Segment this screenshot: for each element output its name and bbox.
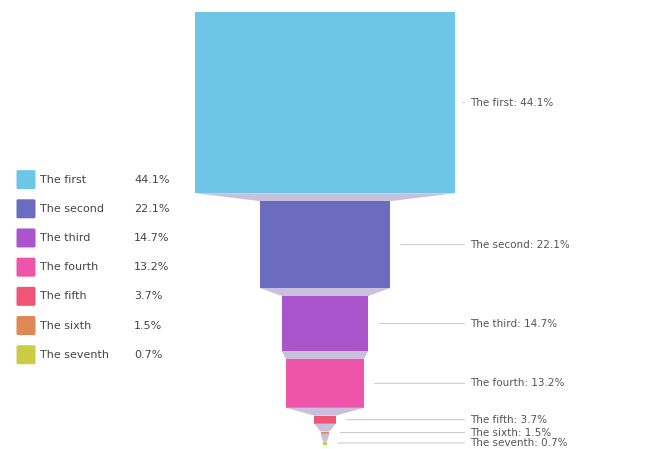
Polygon shape bbox=[321, 431, 329, 434]
Polygon shape bbox=[260, 201, 390, 288]
Polygon shape bbox=[195, 193, 455, 201]
Polygon shape bbox=[314, 423, 336, 431]
Text: 44.1%: 44.1% bbox=[134, 175, 169, 185]
FancyBboxPatch shape bbox=[17, 258, 35, 277]
Polygon shape bbox=[281, 351, 368, 359]
FancyBboxPatch shape bbox=[17, 345, 35, 364]
Text: The third: The third bbox=[40, 233, 90, 243]
Text: The sixth: 1.5%: The sixth: 1.5% bbox=[340, 427, 551, 438]
Text: 13.2%: 13.2% bbox=[134, 262, 169, 272]
Polygon shape bbox=[286, 359, 364, 408]
Text: The fourth: 13.2%: The fourth: 13.2% bbox=[375, 379, 564, 388]
FancyBboxPatch shape bbox=[17, 199, 35, 218]
Text: The seventh: 0.7%: The seventh: 0.7% bbox=[338, 438, 568, 448]
Polygon shape bbox=[195, 12, 455, 193]
Text: 22.1%: 22.1% bbox=[134, 204, 169, 214]
Text: 0.7%: 0.7% bbox=[134, 350, 162, 360]
Text: 3.7%: 3.7% bbox=[134, 291, 162, 301]
Polygon shape bbox=[321, 434, 329, 441]
FancyBboxPatch shape bbox=[17, 170, 35, 189]
Text: 14.7%: 14.7% bbox=[134, 233, 169, 243]
FancyBboxPatch shape bbox=[17, 229, 35, 247]
Text: The first: 44.1%: The first: 44.1% bbox=[463, 97, 553, 108]
Text: The fourth: The fourth bbox=[40, 262, 98, 272]
Text: The second: 22.1%: The second: 22.1% bbox=[401, 240, 570, 250]
Text: The second: The second bbox=[40, 204, 104, 214]
Text: The fifth: The fifth bbox=[40, 291, 87, 301]
Text: The seventh: The seventh bbox=[40, 350, 109, 360]
FancyBboxPatch shape bbox=[17, 287, 35, 306]
Text: The third: 14.7%: The third: 14.7% bbox=[379, 318, 557, 329]
Text: 1.5%: 1.5% bbox=[134, 321, 162, 330]
Text: The sixth: The sixth bbox=[40, 321, 91, 330]
Polygon shape bbox=[314, 416, 336, 423]
Polygon shape bbox=[260, 288, 390, 296]
Polygon shape bbox=[281, 296, 368, 351]
Polygon shape bbox=[323, 441, 327, 445]
Text: The first: The first bbox=[40, 175, 86, 185]
Polygon shape bbox=[286, 408, 364, 416]
Text: The fifth: 3.7%: The fifth: 3.7% bbox=[347, 414, 547, 425]
FancyBboxPatch shape bbox=[17, 316, 35, 335]
